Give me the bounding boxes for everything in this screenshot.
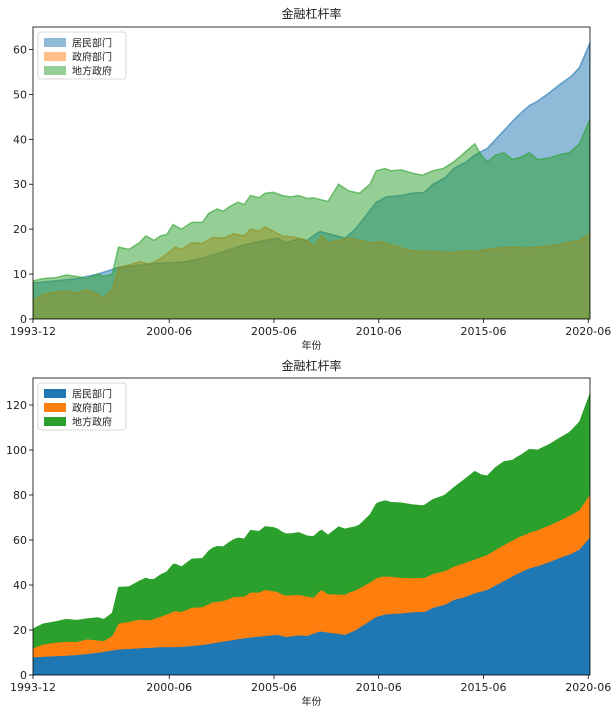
stacked-area-series-2 [33,393,590,649]
x-tick-label: 1993-12 [10,325,56,338]
x-tick-label: 2005-06 [251,325,297,338]
y-tick-label: 0 [20,669,27,682]
x-axis-label: 年份 [302,339,322,352]
x-tick-label: 2020-06 [565,325,611,338]
legend-swatch [44,66,66,75]
y-tick-label: 50 [13,88,27,101]
legend-label: 居民部门 [72,37,112,50]
legend-swatch [44,403,66,412]
legend-swatch [44,38,66,47]
x-tick-label: 2000-06 [146,681,192,694]
legend-swatch [44,389,66,398]
x-tick-label: 2005-06 [251,681,297,694]
legend-swatch [44,417,66,426]
y-tick-label: 120 [6,399,27,412]
y-tick-label: 100 [6,444,27,457]
legend-label: 地方政府 [72,416,112,429]
x-tick-label: 2015-06 [461,681,507,694]
y-tick-label: 60 [13,534,27,547]
y-tick-label: 20 [13,624,27,637]
x-tick-label: 2015-06 [461,325,507,338]
y-tick-label: 40 [13,133,27,146]
plot-area [33,42,590,319]
area-series-2 [33,118,590,319]
legend-label: 政府部门 [72,51,112,64]
y-tick-label: 60 [13,43,27,56]
axes-frame [32,26,591,320]
x-tick-label: 2000-06 [146,325,192,338]
y-tick-label: 10 [13,268,27,281]
x-axis-label: 年份 [302,695,322,708]
legend-swatch [44,52,66,61]
legend-label: 政府部门 [72,402,112,415]
x-tick-label: 2010-06 [356,681,402,694]
plot-area [33,393,590,675]
y-tick-label: 80 [13,489,27,502]
chart-title: 金融杠杆率 [281,358,341,373]
legend-label: 居民部门 [72,388,112,401]
x-tick-label: 2010-06 [356,325,402,338]
x-tick-label: 2020-06 [565,681,611,694]
y-tick-label: 40 [13,579,27,592]
chart-overlapping-area: 0 10 20 30 40 50 60 1993-12 2000-06 2005-06 2010-0… [10,6,611,352]
chart-title: 金融杠杆率 [281,6,341,21]
axes-frame [32,377,591,676]
chart-stacked-area: 0 20 40 60 80 100 120 1993-12 2000-06 2005-06 2010… [6,358,611,708]
y-tick-label: 30 [13,178,27,191]
legend-label: 地方政府 [72,65,112,78]
y-tick-label: 20 [13,223,27,236]
x-tick-label: 1993-12 [10,681,56,694]
y-tick-label: 0 [20,313,27,326]
